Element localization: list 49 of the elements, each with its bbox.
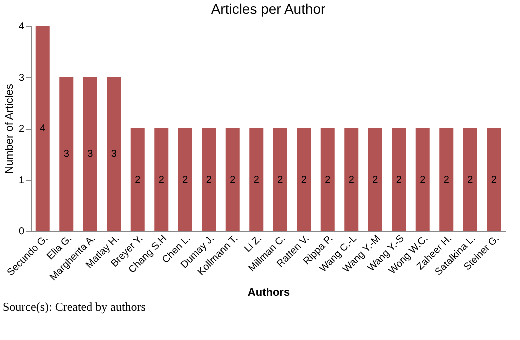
y-tick-label: 4: [18, 22, 25, 32]
data-label: 2: [491, 174, 498, 186]
data-label: 2: [468, 174, 474, 186]
data-label: 3: [64, 149, 70, 160]
bar: [416, 128, 430, 231]
data-label: 2: [206, 174, 212, 186]
data-label: 2: [135, 174, 142, 186]
y-tick-label: 2: [18, 124, 25, 135]
data-label: 4: [40, 124, 46, 134]
data-label: 2: [444, 174, 450, 186]
bar: [297, 128, 312, 231]
data-label: 2: [254, 174, 260, 186]
data-label: 2: [396, 174, 402, 186]
data-label: 3: [88, 149, 94, 160]
bar: [273, 128, 288, 231]
data-label: 2: [325, 174, 332, 186]
bar: [440, 128, 454, 231]
bar: [202, 128, 216, 231]
bar: [392, 128, 406, 231]
bar: [250, 128, 264, 231]
y-tick-label: 3: [18, 72, 25, 84]
bar: [107, 77, 122, 231]
bar: [463, 128, 478, 231]
y-tick-label: 1: [18, 175, 25, 186]
bar: [320, 128, 335, 231]
bar: [368, 128, 382, 231]
bar: [226, 128, 240, 231]
y-tick-label: 0: [18, 226, 25, 238]
y-axis-title: Number of Articles: [4, 84, 16, 174]
data-label: 2: [182, 174, 189, 186]
bar: [36, 26, 50, 231]
data-label: 2: [420, 174, 426, 186]
data-label: 2: [278, 174, 284, 186]
data-label: 3: [111, 149, 118, 160]
bar: [83, 77, 98, 231]
bar: [344, 128, 359, 231]
bar: [154, 128, 169, 231]
data-label: 2: [301, 174, 308, 186]
bar: [130, 128, 145, 231]
source-note: Source(s): Created by authors: [3, 300, 146, 314]
data-label: 2: [372, 174, 379, 186]
data-label: 2: [230, 174, 236, 186]
bar: [178, 128, 192, 231]
chart-title: Articles per Author: [211, 1, 326, 17]
bar: [60, 77, 74, 231]
data-label: 2: [348, 174, 355, 186]
bar: [487, 128, 502, 231]
x-axis-title: Authors: [248, 287, 290, 300]
data-label: 2: [158, 174, 165, 186]
